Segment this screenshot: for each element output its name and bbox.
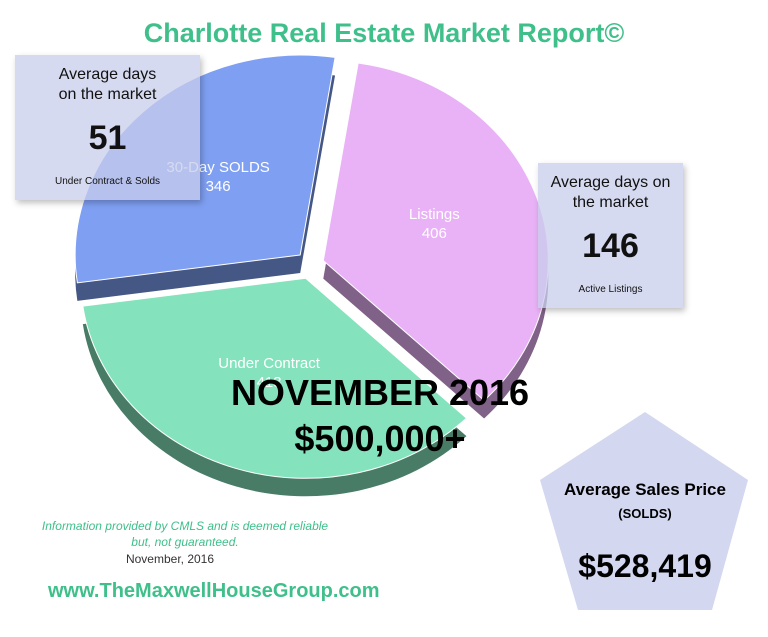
callout-box: Average days on the market 51 Under Cont… xyxy=(15,55,200,200)
callout-box: Average days on the market 146 Active Li… xyxy=(538,163,683,308)
price-range: $500,000+ xyxy=(294,418,466,459)
callout-note: Under Contract & Solds xyxy=(54,176,161,187)
callout-note: Active Listings xyxy=(578,284,643,295)
slice-value: 406 xyxy=(422,225,447,242)
price-pentagon xyxy=(540,412,748,610)
title: Charlotte Real Estate Market Report© xyxy=(143,18,625,48)
slice xyxy=(82,277,468,479)
callout-heading: Average days on the market xyxy=(58,66,157,103)
callout-value: 146 xyxy=(582,227,639,265)
slice-label: Listings xyxy=(409,206,460,223)
disclaimer-date: November, 2016 xyxy=(125,552,215,566)
slice-value: 346 xyxy=(206,178,231,195)
average-price-value: $528,419 xyxy=(578,548,712,584)
slice xyxy=(322,62,549,402)
callout-value: 51 xyxy=(88,119,127,157)
slice-label: Under Contract xyxy=(218,355,321,372)
average-price-heading: Average Sales Price xyxy=(564,480,726,499)
average-price-subheading: (SOLDS) xyxy=(618,506,672,521)
website: www.TheMaxwellHouseGroup.com xyxy=(48,580,380,602)
slice-value: 413 xyxy=(257,374,282,391)
headline: NOVEMBER 2016 xyxy=(230,372,530,413)
callout-heading: Average days on the market xyxy=(550,174,671,211)
disclaimer: Information provided by CMLS and is deem… xyxy=(41,519,329,549)
